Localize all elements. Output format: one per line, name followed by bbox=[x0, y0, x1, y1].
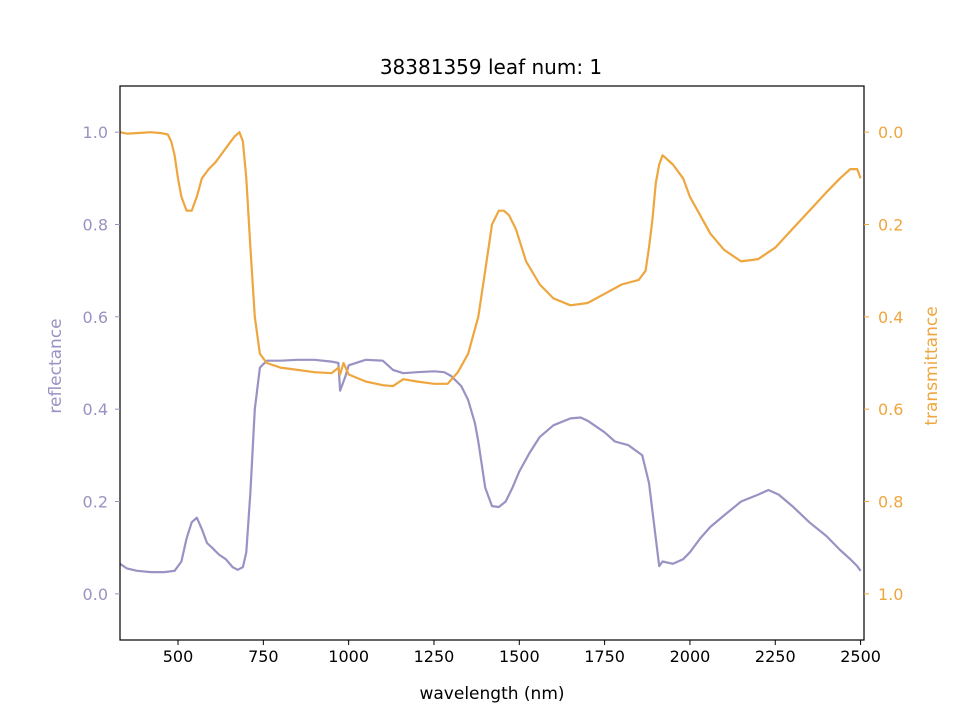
axes-layer: 500 750 1000 1250 1500 1750 2000 2250 2500 0.0 0.2… bbox=[83, 123, 904, 666]
series-line-transmittance bbox=[119, 131, 862, 388]
x-tick-label: 750 bbox=[248, 647, 279, 666]
y-tick-label-left: 0.2 bbox=[83, 493, 108, 512]
y-tick-label-left: 0.8 bbox=[83, 216, 108, 235]
y-tick-label-right: 0.6 bbox=[878, 400, 903, 419]
y-tick-label-left: 0.0 bbox=[83, 585, 108, 604]
x-tick-label: 1250 bbox=[414, 647, 455, 666]
y-tick-label-right: 0.4 bbox=[878, 308, 903, 327]
series-layer bbox=[119, 131, 862, 574]
y-tick-label-right: 1.0 bbox=[878, 585, 903, 604]
y-tick-label-left: 1.0 bbox=[83, 123, 108, 142]
x-tick-label: 2500 bbox=[840, 647, 881, 666]
x-tick-label: 500 bbox=[163, 647, 194, 666]
x-tick-label: 1500 bbox=[499, 647, 540, 666]
x-tick-label: 1750 bbox=[584, 647, 625, 666]
y-tick-label-left: 0.6 bbox=[83, 308, 108, 327]
x-tick-label: 2250 bbox=[755, 647, 796, 666]
chart-title: 38381359 leaf num: 1 bbox=[380, 55, 602, 79]
y-tick-label-left: 0.4 bbox=[83, 400, 108, 419]
series-line-reflectance bbox=[119, 358, 862, 574]
y-axis-label-left: reflectance bbox=[46, 318, 66, 413]
x-tick-label: 1000 bbox=[328, 647, 369, 666]
x-axis-label: wavelength (nm) bbox=[419, 684, 564, 704]
y-tick-label-right: 0.2 bbox=[878, 216, 903, 235]
plot-frame bbox=[119, 85, 865, 641]
y-axis-label-right: transmittance bbox=[922, 306, 942, 425]
y-tick-label-right: 0.8 bbox=[878, 493, 903, 512]
y-tick-label-right: 0.0 bbox=[878, 123, 903, 142]
x-tick-label: 2000 bbox=[670, 647, 711, 666]
